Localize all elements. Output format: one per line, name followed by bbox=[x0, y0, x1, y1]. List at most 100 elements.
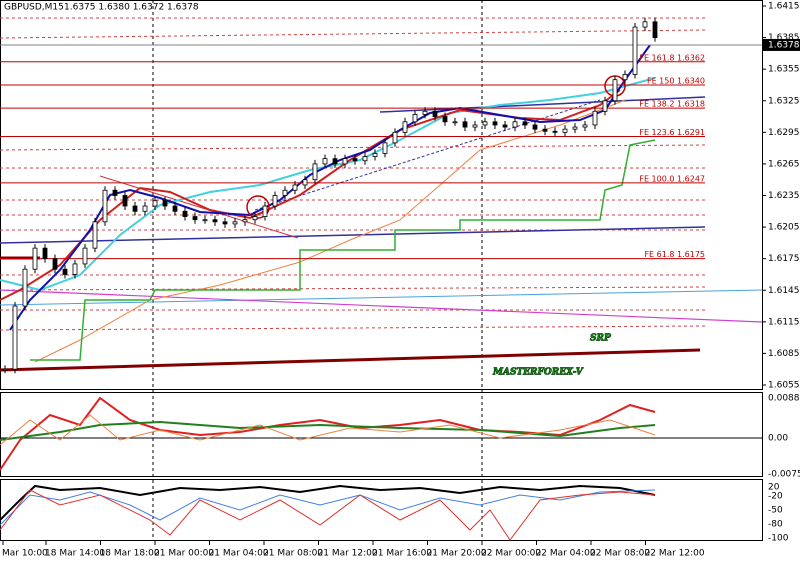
candle bbox=[112, 189, 118, 196]
candle bbox=[2, 368, 8, 371]
candle bbox=[612, 79, 618, 102]
candle bbox=[422, 110, 428, 115]
fe-label: FE 138.2 1.6318 bbox=[639, 100, 705, 109]
candle bbox=[402, 121, 408, 133]
candle bbox=[272, 195, 278, 207]
candle bbox=[142, 205, 148, 212]
candle bbox=[452, 121, 458, 124]
watermark-1: SRP bbox=[590, 334, 611, 344]
time-label: 21 Mar 20:00 bbox=[427, 549, 487, 559]
price-label: 1.6085 bbox=[768, 349, 800, 359]
price-label: 1.6205 bbox=[768, 223, 800, 233]
candle bbox=[222, 221, 228, 225]
candle bbox=[12, 305, 18, 370]
candle bbox=[502, 124, 508, 128]
fe-label: FE 100.0 1.6247 bbox=[639, 174, 705, 183]
oscillator-1 bbox=[0, 396, 762, 471]
candle bbox=[532, 124, 538, 130]
time-label: 18 Mar 14:00 bbox=[45, 549, 105, 559]
candle bbox=[462, 121, 468, 128]
candle bbox=[62, 268, 68, 275]
time-label: 22 Mar 00:00 bbox=[481, 549, 541, 559]
candle bbox=[292, 184, 298, 191]
price-label: 1.6175 bbox=[768, 254, 800, 264]
time-label: Mar 10:00 bbox=[2, 549, 48, 559]
candle bbox=[262, 205, 268, 217]
candle bbox=[342, 158, 348, 165]
candle bbox=[622, 74, 628, 81]
candle bbox=[52, 258, 58, 270]
candle bbox=[572, 126, 578, 130]
candle bbox=[332, 158, 338, 165]
candle bbox=[312, 163, 318, 181]
candle bbox=[472, 124, 478, 128]
candle bbox=[72, 263, 78, 275]
osc2-label: -100 bbox=[768, 534, 789, 544]
osc1-label: -0.00756 bbox=[768, 470, 800, 480]
osc2-label: 20 bbox=[768, 483, 780, 493]
osc1-label: 0.00 bbox=[768, 434, 788, 444]
price-label: 1.6265 bbox=[768, 159, 800, 169]
time-label: 21 Mar 00:00 bbox=[154, 549, 214, 559]
price-label: 1.6145 bbox=[768, 286, 800, 296]
time-label: 22 Mar 08:00 bbox=[590, 549, 650, 559]
candle bbox=[122, 195, 128, 207]
candle bbox=[202, 219, 208, 222]
time-label: 21 Mar 08:00 bbox=[263, 549, 323, 559]
price-label: 1.6385 bbox=[768, 33, 800, 43]
symbol: GBPUSD,M15 bbox=[4, 3, 64, 13]
candle bbox=[362, 156, 368, 162]
candle bbox=[442, 116, 448, 123]
fe-label: FE 161.8 1.6362 bbox=[639, 53, 705, 62]
candle bbox=[552, 130, 558, 133]
candle bbox=[102, 189, 108, 223]
candle bbox=[352, 158, 358, 162]
candle bbox=[522, 121, 528, 126]
candle bbox=[252, 216, 258, 221]
price-label: 1.6115 bbox=[768, 317, 800, 327]
candle bbox=[212, 219, 218, 223]
candle bbox=[282, 189, 288, 196]
candle bbox=[512, 121, 518, 128]
osc2-label: -20 bbox=[768, 492, 783, 502]
oscillator-2 bbox=[0, 484, 656, 541]
candle bbox=[632, 26, 638, 75]
price-label: 1.6325 bbox=[768, 96, 800, 106]
candle bbox=[92, 221, 98, 249]
candle bbox=[492, 121, 498, 126]
candle bbox=[322, 158, 328, 165]
ohlc: 1.6375 1.6380 1.6372 1.6378 bbox=[64, 3, 199, 13]
candle bbox=[582, 124, 588, 128]
candle bbox=[132, 205, 138, 212]
candle bbox=[162, 200, 168, 207]
watermark-2: MASTERFOREX-V bbox=[492, 368, 584, 378]
osc2-label: -80 bbox=[768, 520, 783, 530]
candle bbox=[642, 21, 648, 28]
candle bbox=[602, 100, 608, 112]
current-price-box bbox=[763, 38, 800, 51]
candle bbox=[382, 142, 388, 154]
candle bbox=[152, 200, 158, 207]
price-label: 1.6415 bbox=[768, 2, 800, 12]
osc1-label: 0.0088 bbox=[768, 394, 800, 404]
fe-label: FE 123.6 1.6291 bbox=[639, 128, 705, 137]
candle bbox=[172, 205, 178, 212]
current-price-label: 1.6378 bbox=[768, 40, 800, 50]
candle bbox=[542, 128, 548, 132]
fe-label: FE 150 1.6340 bbox=[647, 76, 705, 85]
candle bbox=[652, 21, 658, 38]
osc2-label: -50 bbox=[768, 506, 783, 516]
time-label: 21 Mar 12:00 bbox=[318, 549, 378, 559]
time-label: 22 Mar 12:00 bbox=[645, 549, 705, 559]
candle bbox=[42, 247, 48, 260]
price-label: 1.6055 bbox=[768, 381, 800, 391]
fe-label: FE 61.8 1.6175 bbox=[644, 250, 705, 259]
candle bbox=[412, 114, 418, 123]
candle bbox=[242, 219, 248, 223]
price-label: 1.6355 bbox=[768, 65, 800, 75]
candle bbox=[482, 121, 488, 126]
candle bbox=[392, 131, 398, 144]
time-label: 21 Mar 16:00 bbox=[372, 549, 432, 559]
